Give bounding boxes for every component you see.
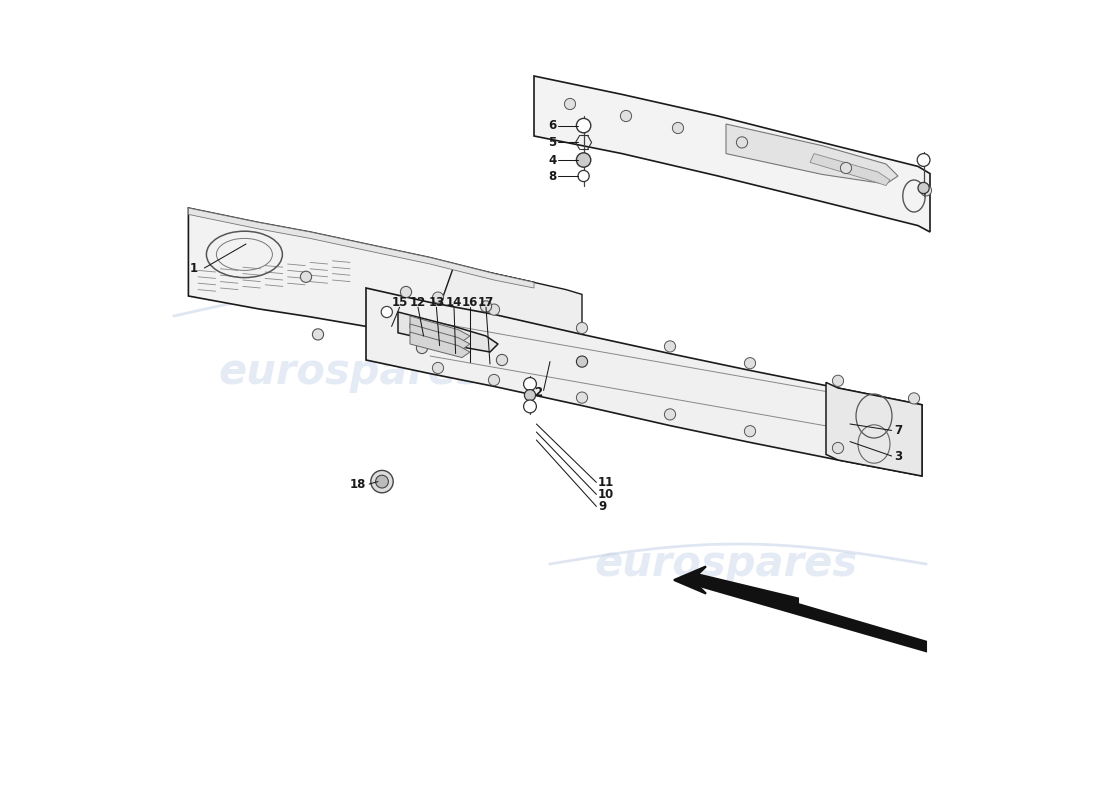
Text: eurospares: eurospares [219, 351, 482, 393]
Polygon shape [398, 312, 498, 352]
Circle shape [576, 322, 587, 334]
Circle shape [481, 301, 492, 312]
Text: 4: 4 [548, 154, 557, 166]
Polygon shape [534, 76, 930, 232]
Circle shape [745, 358, 756, 369]
Circle shape [496, 354, 507, 366]
Circle shape [564, 98, 575, 110]
Text: 10: 10 [598, 488, 614, 501]
Circle shape [400, 286, 411, 298]
Polygon shape [826, 382, 922, 476]
Circle shape [576, 356, 587, 367]
Polygon shape [188, 208, 534, 288]
Circle shape [745, 426, 756, 437]
Text: 16: 16 [462, 296, 478, 309]
Text: 2: 2 [534, 386, 542, 398]
Circle shape [909, 393, 920, 404]
Circle shape [525, 390, 536, 401]
Circle shape [672, 122, 683, 134]
Text: 9: 9 [598, 500, 606, 513]
Polygon shape [410, 324, 470, 350]
Circle shape [375, 475, 388, 488]
Circle shape [432, 362, 443, 374]
Polygon shape [430, 266, 582, 362]
Circle shape [578, 170, 590, 182]
Circle shape [488, 304, 499, 315]
Polygon shape [188, 208, 534, 356]
Circle shape [524, 400, 537, 413]
Text: 15: 15 [392, 296, 408, 309]
Circle shape [417, 342, 428, 354]
Text: 7: 7 [894, 424, 902, 437]
Circle shape [300, 271, 311, 282]
Polygon shape [698, 574, 926, 651]
Polygon shape [726, 124, 898, 184]
Circle shape [576, 153, 591, 167]
Polygon shape [410, 316, 470, 342]
Circle shape [918, 182, 930, 194]
Text: 17: 17 [477, 296, 494, 309]
Circle shape [382, 306, 393, 318]
Circle shape [524, 378, 537, 390]
Polygon shape [674, 566, 706, 594]
Circle shape [488, 374, 499, 386]
Text: 14: 14 [446, 296, 462, 309]
Polygon shape [810, 154, 890, 186]
Circle shape [576, 118, 591, 133]
Text: 1: 1 [190, 262, 198, 274]
Circle shape [432, 292, 443, 303]
Polygon shape [366, 288, 922, 476]
Text: eurospares: eurospares [594, 543, 858, 585]
Circle shape [917, 154, 930, 166]
Polygon shape [410, 332, 470, 358]
Circle shape [736, 137, 748, 148]
Circle shape [664, 409, 675, 420]
Text: 3: 3 [894, 450, 902, 462]
Text: 5: 5 [548, 136, 557, 149]
Text: 8: 8 [548, 170, 557, 182]
Circle shape [664, 341, 675, 352]
Circle shape [840, 162, 851, 174]
Circle shape [576, 392, 587, 403]
Circle shape [833, 442, 844, 454]
Text: 12: 12 [410, 296, 426, 309]
Circle shape [833, 375, 844, 386]
Circle shape [921, 185, 932, 196]
Text: 6: 6 [548, 119, 557, 132]
Text: 18: 18 [350, 478, 366, 490]
Circle shape [620, 110, 631, 122]
Circle shape [312, 329, 323, 340]
Circle shape [371, 470, 393, 493]
Text: 11: 11 [598, 476, 614, 489]
Text: 13: 13 [428, 296, 444, 309]
